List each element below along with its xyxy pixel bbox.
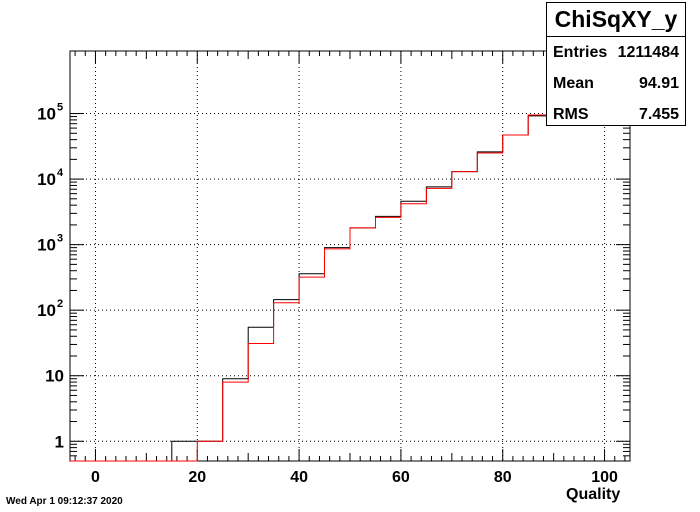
entries-value: 1211484	[617, 44, 679, 61]
y-tick-label: 10	[37, 170, 56, 189]
timestamp: Wed Apr 1 09:12:37 2020	[6, 496, 123, 507]
y-tick-label: 10	[37, 236, 56, 255]
histogram-series	[70, 70, 630, 462]
histogram-line-black	[70, 70, 630, 462]
stats-box: ChiSqXY_y Entries 1211484 Mean 94.91 RMS…	[546, 2, 686, 126]
y-tick-label: 10	[37, 301, 56, 320]
x-tick-label: 80	[494, 469, 512, 486]
mean-label: Mean	[553, 75, 594, 92]
x-tick-label: 100	[591, 469, 618, 486]
mean-value: 94.91	[638, 75, 679, 92]
y-tick-exponent: 2	[57, 298, 63, 310]
y-tick-exponent: 4	[57, 167, 64, 179]
rms-value: 7.455	[638, 106, 679, 123]
histogram-line-red	[70, 70, 630, 462]
stats-entries-row: Entries 1211484	[547, 37, 685, 68]
y-tick-label: 1	[55, 432, 64, 451]
y-tick-exponent: 5	[57, 102, 63, 114]
stats-mean-row: Mean 94.91	[547, 68, 685, 99]
entries-label: Entries	[553, 44, 608, 61]
x-axis-title: Quality	[566, 486, 621, 503]
x-tick-label: 0	[91, 469, 100, 486]
x-tick-label: 20	[188, 469, 206, 486]
x-tick-label: 40	[290, 469, 308, 486]
stats-rms-row: RMS 7.455	[547, 99, 685, 130]
y-tick-exponent: 3	[57, 233, 63, 245]
rms-label: RMS	[553, 106, 589, 123]
stats-title: ChiSqXY_y	[547, 3, 685, 37]
y-tick-label: 10	[37, 105, 56, 124]
x-tick-label: 60	[392, 469, 410, 486]
y-tick-label: 10	[45, 367, 64, 386]
axis-ticks	[70, 51, 630, 462]
